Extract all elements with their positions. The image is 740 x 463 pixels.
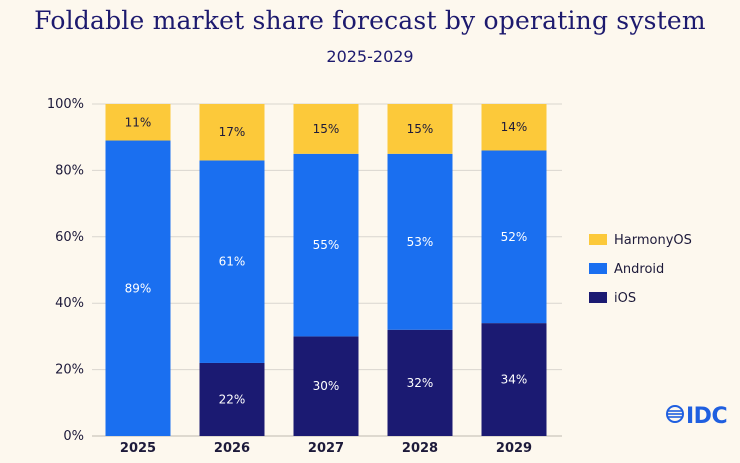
- bar-segment: [481, 323, 547, 436]
- data-label: 15%: [313, 122, 340, 136]
- data-label: 34%: [501, 373, 528, 387]
- data-label: 11%: [125, 115, 152, 129]
- y-tick-label: 20%: [55, 363, 84, 378]
- legend-label: HarmonyOS: [614, 233, 692, 248]
- idc-logo-text: IDC: [686, 404, 728, 429]
- data-label: 61%: [219, 255, 246, 269]
- y-tick-label: 80%: [55, 163, 84, 178]
- data-label: 30%: [313, 379, 340, 393]
- data-label: 15%: [407, 122, 434, 136]
- y-tick-label: 40%: [55, 296, 84, 311]
- data-label: 55%: [313, 238, 340, 252]
- legend-label: Android: [614, 262, 664, 277]
- data-label: 52%: [501, 230, 528, 244]
- idc-logo-icon: [666, 404, 684, 429]
- legend-swatch: [589, 292, 607, 303]
- y-tick-label: 60%: [55, 230, 84, 245]
- bar-segment: [293, 336, 359, 436]
- x-tick-label: 2025: [120, 441, 156, 456]
- legend-swatch: [589, 234, 607, 245]
- data-label: 22%: [219, 392, 246, 406]
- bar-segment: [481, 104, 547, 151]
- bar-segment: [199, 362, 265, 436]
- legend-swatch: [589, 263, 607, 274]
- chart-subtitle: 2025-2029: [326, 47, 414, 66]
- data-label: 53%: [407, 235, 434, 249]
- bar-segment: [481, 150, 547, 324]
- data-label: 17%: [219, 125, 246, 139]
- bar-segment: [387, 104, 453, 154]
- bar-segment: [199, 160, 265, 363]
- x-tick-label: 2029: [496, 441, 532, 456]
- x-tick-label: 2027: [308, 441, 344, 456]
- data-label: 14%: [501, 120, 528, 134]
- bar-segment: [105, 140, 171, 436]
- bar-segment: [293, 153, 359, 337]
- y-tick-label: 0%: [63, 429, 84, 444]
- bar-segment: [293, 104, 359, 154]
- bar-segment: [199, 104, 265, 161]
- data-label: 89%: [125, 281, 152, 295]
- x-tick-label: 2026: [214, 441, 250, 456]
- data-label: 32%: [407, 376, 434, 390]
- x-tick-label: 2028: [402, 441, 438, 456]
- bar-segment: [105, 104, 171, 141]
- y-tick-label: 100%: [47, 97, 84, 112]
- legend-label: iOS: [614, 291, 636, 306]
- idc-logo: IDC: [666, 404, 728, 429]
- bar-segment: [387, 329, 453, 436]
- chart-title: Foldable market share forecast by operat…: [34, 6, 706, 35]
- bar-segment: [387, 153, 453, 330]
